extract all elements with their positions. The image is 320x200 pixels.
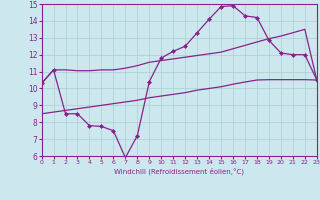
X-axis label: Windchill (Refroidissement éolien,°C): Windchill (Refroidissement éolien,°C) xyxy=(114,168,244,175)
